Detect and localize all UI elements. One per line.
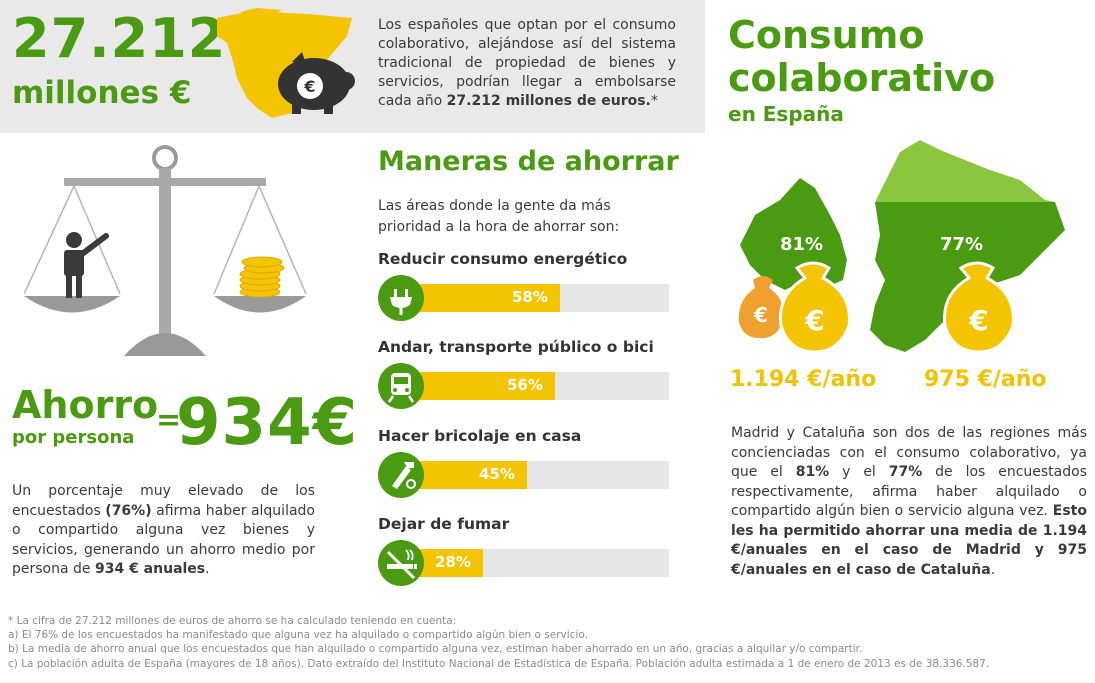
item-label-smoking: Dejar de fumar xyxy=(378,515,510,533)
madrid-percentage: 81% xyxy=(780,234,824,255)
madrid-region xyxy=(740,178,847,290)
bar-value: 28% xyxy=(435,553,471,571)
plug-icon xyxy=(378,275,424,321)
svg-text:€: € xyxy=(753,303,768,327)
footnote: b) La media de ahorro anual que los encu… xyxy=(8,643,863,656)
catalunya-region-top xyxy=(875,140,1055,202)
item-label-transport: Andar, transporte público o bici xyxy=(378,338,654,356)
total-savings-unit: millones € xyxy=(12,75,192,111)
no-smoking-icon xyxy=(378,540,424,586)
bar-value: 58% xyxy=(512,288,548,306)
page-subtitle: en España xyxy=(728,102,844,126)
footnotes: * La cifra de 27.212 millones de euros d… xyxy=(8,614,1088,671)
catalunya-percentage: 77% xyxy=(940,234,984,255)
svg-text:€: € xyxy=(804,304,824,337)
intro-paragraph: Los españoles que optan por el consumo c… xyxy=(378,17,676,109)
madrid-amount: 1.194 €/año xyxy=(730,367,877,392)
header-band xyxy=(0,0,705,133)
money-bag-icon: € xyxy=(738,276,784,339)
bar-fill xyxy=(410,372,555,400)
regions-paragraph: Madrid y Cataluña son dos de las regione… xyxy=(731,425,1087,578)
ahorro-subheading: por persona xyxy=(12,427,135,448)
bar-value: 56% xyxy=(507,376,543,394)
bar-smoking: 28% xyxy=(410,549,669,577)
savings-per-person: 934€ xyxy=(176,386,359,460)
savings-paragraph: Un porcentaje muy elevado de los encuest… xyxy=(12,483,315,577)
bar-energy: 58% xyxy=(410,284,669,312)
footnote: c) La población adulta de España (mayore… xyxy=(8,657,990,670)
item-label-energy: Reducir consumo energético xyxy=(378,250,628,268)
svg-text:€: € xyxy=(968,304,988,337)
spain-piggy-bank-icon: € xyxy=(217,8,355,118)
footnote: * La cifra de 27.212 millones de euros d… xyxy=(8,615,457,627)
money-bag-icon: € xyxy=(943,261,1015,354)
bar-value: 45% xyxy=(479,465,515,483)
balance-scale-icon xyxy=(24,145,307,356)
footnote: a) El 76% de los encuestados ha manifest… xyxy=(8,629,588,642)
bar-fill xyxy=(410,461,527,489)
bar-diy: 45% xyxy=(410,461,669,489)
bar-transport: 56% xyxy=(410,372,669,400)
money-bag-icon: € xyxy=(779,261,851,354)
svg-text:€: € xyxy=(303,77,315,96)
equals-sign: = xyxy=(156,403,182,438)
section-title: Maneras de ahorrar xyxy=(378,146,679,177)
ahorro-heading: Ahorro xyxy=(12,383,159,427)
regions-map: € € € xyxy=(738,140,1065,354)
section-intro: Las áreas donde la gente da más priorida… xyxy=(378,198,620,235)
tools-icon xyxy=(378,452,424,498)
bar-fill xyxy=(410,284,560,312)
total-savings-amount: 27.212 xyxy=(12,7,227,70)
page-title: Consumo colaborativo xyxy=(728,13,996,100)
catalunya-amount: 975 €/año xyxy=(924,367,1047,392)
item-label-diy: Hacer bricolaje en casa xyxy=(378,427,582,445)
train-icon xyxy=(378,363,424,409)
